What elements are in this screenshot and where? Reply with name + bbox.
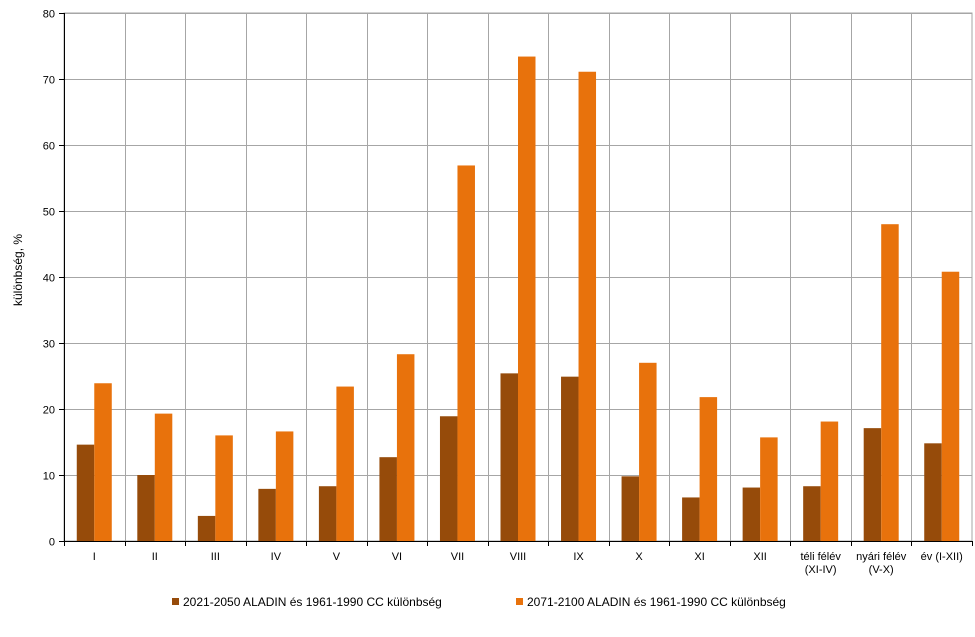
x-tick-label-line: (XI-IV) [805,564,837,576]
y-tick-labels: 0 10 20 30 40 50 60 70 80 [43,9,55,549]
x-tick-label-line: XII [753,551,766,563]
x-tick-labels: I II III IV V VI VII VIII IX X XI XII téli félév (XI-… [93,551,963,576]
y-tick-label: 0 [49,537,55,549]
x-tick-label-line: téli félév [800,551,841,563]
x-tick-label: III [211,551,220,563]
x-tick-label-line: év (I-XII) [921,551,963,563]
axes [59,13,973,546]
x-tick-label-line: V [333,551,341,563]
bar-series-2-7 [457,165,475,541]
bar-series-1-3 [197,515,216,541]
x-tick-label-line: nyári félév [856,551,907,563]
bars [76,56,960,542]
bar-series-2-13 [820,421,839,541]
x-tick-label-line: X [635,551,643,563]
x-tick-label: XI [694,551,704,563]
bar-series-2-12 [760,437,778,541]
legend-swatch-series-2 [516,598,523,605]
x-tick-label: X [635,551,643,563]
bar-series-2-3 [215,435,233,541]
y-tick-label: 40 [43,273,55,285]
bar-series-2-14 [881,224,899,541]
bar-series-2-1 [94,383,112,541]
legend-label-series-2: 2071-2100 ALADIN és 1961-1990 CC különbs… [527,595,786,609]
y-tick-label: 80 [43,9,55,21]
legend-swatch-series-1 [172,598,179,605]
bar-series-1-11 [682,497,700,541]
bar-series-1-6 [379,457,397,541]
x-tick-label-line: (V-X) [869,564,894,576]
x-tick-label: II [152,551,158,563]
x-tick-label-line: I [93,551,96,563]
bar-series-1-7 [439,416,458,541]
bar-series-1-4 [258,488,276,541]
x-tick-label-line: II [152,551,158,563]
x-tick-label-line: III [211,551,220,563]
bar-series-1-10 [621,476,640,541]
x-tick-label: VIII [510,551,527,563]
bar-series-2-2 [154,413,173,541]
x-tick-label: VI [392,551,402,563]
x-tick-label-line: XI [694,551,704,563]
bar-series-1-14 [863,428,882,541]
grid-lines [63,12,973,542]
bar-series-2-15 [941,271,960,541]
y-axis-title: különbség, % [11,234,25,306]
bar-series-1-8 [500,373,518,541]
x-tick-label-line: VI [392,551,402,563]
x-tick-label: VII [451,551,464,563]
x-tick-label: I [93,551,96,563]
x-tick-label: év (I-XII) [921,551,963,563]
x-tick-label: IV [271,551,282,563]
bar-series-1-9 [561,376,579,541]
bar-series-1-1 [76,444,95,541]
bar-series-2-5 [336,386,354,541]
y-tick-label: 70 [43,75,55,87]
y-tick-label: 50 [43,207,55,219]
y-tick-label: 60 [43,141,55,153]
y-tick-label: 20 [43,405,55,417]
bar-series-2-10 [639,362,657,541]
bar-series-1-12 [742,487,761,541]
bar-series-2-9 [578,71,597,542]
bar-series-2-8 [518,56,536,542]
x-tick-label: nyári félév (V-X) [856,551,907,576]
bar-series-1-13 [803,486,821,541]
bar-series-2-6 [396,354,415,541]
x-tick-label: IX [573,551,584,563]
bar-series-1-2 [137,475,155,541]
legend: 2021-2050 ALADIN és 1961-1990 CC különbs… [172,595,786,609]
bar-series-2-4 [275,431,294,541]
bar-series-2-11 [699,397,718,541]
x-tick-label-line: VII [451,551,464,563]
y-tick-label: 30 [43,339,55,351]
bar-series-1-5 [318,486,337,541]
x-tick-label-line: IX [573,551,584,563]
x-tick-label: téli félév (XI-IV) [800,551,841,576]
x-tick-label-line: VIII [510,551,527,563]
x-tick-label: XII [753,551,766,563]
bar-series-1-15 [924,443,942,541]
x-tick-label: V [333,551,341,563]
x-tick-label-line: IV [271,551,282,563]
legend-label-series-1: 2021-2050 ALADIN és 1961-1990 CC különbs… [183,595,442,609]
y-tick-label: 10 [43,471,55,483]
